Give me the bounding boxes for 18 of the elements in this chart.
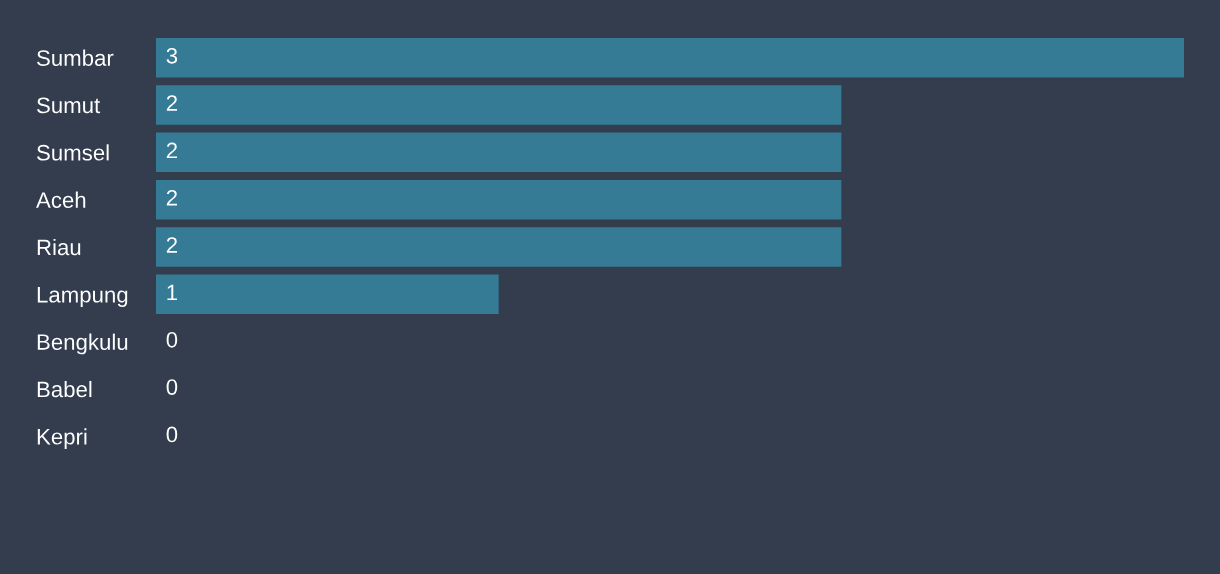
data-label: 1: [167, 284, 177, 301]
data-label: 0: [166, 331, 178, 348]
data-label: 2: [166, 95, 177, 111]
y-tick-label: Bengkulu: [37, 333, 128, 355]
data-label: 2: [166, 142, 177, 159]
y-tick-label: Kepri: [37, 428, 87, 449]
data-label: 0: [166, 426, 178, 443]
y-tick-label: Sumut: [37, 97, 101, 114]
data-label: 3: [166, 47, 178, 64]
y-tick-label: Sumsel: [37, 144, 109, 161]
y-tick-label: Lampung: [37, 287, 128, 307]
data-label: 2: [166, 237, 177, 253]
y-tick-label: Sumbar: [37, 49, 114, 66]
y-tick-label: Aceh: [36, 191, 86, 208]
y-tick-label: Riau: [37, 238, 81, 256]
data-label: 0: [166, 379, 178, 395]
y-tick-label: Babel: [37, 380, 92, 398]
data-label: 2: [166, 189, 177, 206]
